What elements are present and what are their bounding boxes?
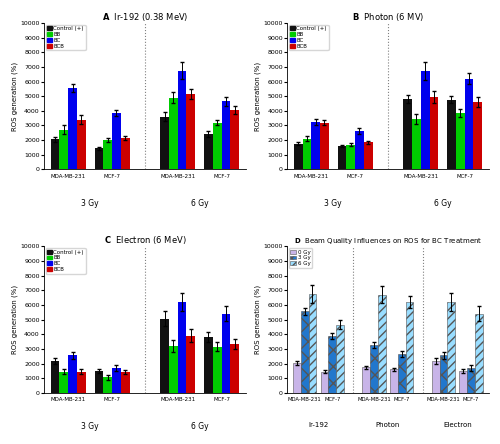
Y-axis label: ROS generation (%): ROS generation (%): [254, 285, 260, 354]
Bar: [346, 144, 355, 170]
Bar: [60, 372, 68, 393]
Text: 6 Gy: 6 Gy: [434, 199, 452, 208]
Title: $\mathbf{B}$  Photon (6 MV): $\mathbf{B}$ Photon (6 MV): [352, 11, 424, 23]
Bar: [412, 119, 421, 170]
Bar: [204, 337, 213, 393]
Bar: [112, 113, 121, 170]
Bar: [336, 325, 344, 393]
Legend: Control (+), BB, BC, BCB: Control (+), BB, BC, BCB: [46, 248, 86, 274]
Bar: [364, 143, 372, 170]
Legend: 0 Gy, 3 Gy, 6 Gy: 0 Gy, 3 Gy, 6 Gy: [288, 248, 312, 268]
Bar: [362, 367, 370, 393]
Bar: [301, 312, 308, 393]
Bar: [390, 369, 398, 393]
Text: 3 Gy: 3 Gy: [82, 199, 99, 208]
Bar: [230, 344, 239, 393]
Bar: [178, 302, 186, 393]
Bar: [160, 319, 169, 393]
Bar: [320, 123, 329, 170]
Bar: [406, 302, 413, 393]
Y-axis label: ROS generation (%): ROS generation (%): [254, 62, 260, 131]
Bar: [222, 313, 230, 393]
Bar: [50, 361, 59, 393]
Bar: [440, 356, 448, 393]
Bar: [186, 94, 195, 170]
Bar: [464, 79, 473, 170]
Bar: [447, 100, 456, 170]
Bar: [104, 140, 112, 170]
Text: 6 Gy: 6 Gy: [191, 199, 208, 208]
Bar: [50, 139, 59, 170]
Bar: [112, 368, 121, 393]
Text: 3 Gy: 3 Gy: [82, 422, 99, 431]
Bar: [474, 102, 482, 170]
Title: $\mathbf{A}$  Ir-192 (0.38 MeV): $\mathbf{A}$ Ir-192 (0.38 MeV): [102, 11, 188, 23]
Bar: [178, 71, 186, 170]
Bar: [68, 88, 77, 170]
Bar: [68, 356, 77, 393]
Bar: [328, 337, 336, 393]
Y-axis label: ROS generation (%): ROS generation (%): [11, 285, 18, 354]
Bar: [160, 117, 169, 170]
Text: Electron: Electron: [443, 422, 472, 428]
Bar: [338, 146, 346, 170]
Bar: [370, 345, 378, 393]
Bar: [230, 110, 239, 170]
Bar: [378, 295, 386, 393]
Bar: [430, 97, 438, 170]
Text: Photon: Photon: [376, 422, 400, 428]
Bar: [121, 373, 130, 393]
Bar: [312, 122, 320, 170]
Bar: [432, 361, 440, 393]
Bar: [293, 363, 301, 393]
Text: 6 Gy: 6 Gy: [191, 422, 208, 431]
Bar: [308, 294, 316, 393]
Bar: [213, 123, 222, 170]
Bar: [302, 139, 312, 170]
Bar: [77, 119, 86, 170]
Bar: [355, 131, 364, 170]
Y-axis label: ROS generation (%): ROS generation (%): [11, 62, 18, 131]
Bar: [475, 313, 483, 393]
Bar: [77, 372, 86, 393]
Bar: [186, 336, 195, 393]
Bar: [456, 113, 464, 170]
Bar: [94, 148, 104, 170]
Bar: [121, 138, 130, 170]
Text: 3 Gy: 3 Gy: [324, 199, 342, 208]
Bar: [169, 98, 177, 170]
Bar: [204, 134, 213, 170]
Bar: [94, 371, 104, 393]
Bar: [448, 302, 455, 393]
Bar: [404, 99, 412, 170]
Title: $\mathbf{D}$  Beam Quality Influences on ROS for BC Treatment: $\mathbf{D}$ Beam Quality Influences on …: [294, 237, 482, 246]
Bar: [294, 144, 302, 170]
Bar: [421, 71, 430, 170]
Legend: Control (+), BB, BC, BCB: Control (+), BB, BC, BCB: [288, 24, 329, 50]
Text: Ir-192: Ir-192: [308, 422, 328, 428]
Bar: [398, 354, 406, 393]
Bar: [222, 101, 230, 170]
Bar: [468, 368, 475, 393]
Bar: [60, 130, 68, 170]
Bar: [320, 372, 328, 393]
Title: $\mathbf{C}$  Electron (6 MeV): $\mathbf{C}$ Electron (6 MeV): [104, 234, 186, 246]
Bar: [213, 347, 222, 393]
Bar: [460, 371, 468, 393]
Bar: [169, 346, 177, 393]
Legend: Control (+), BB, BC, BCB: Control (+), BB, BC, BCB: [46, 24, 86, 50]
Bar: [104, 377, 112, 393]
